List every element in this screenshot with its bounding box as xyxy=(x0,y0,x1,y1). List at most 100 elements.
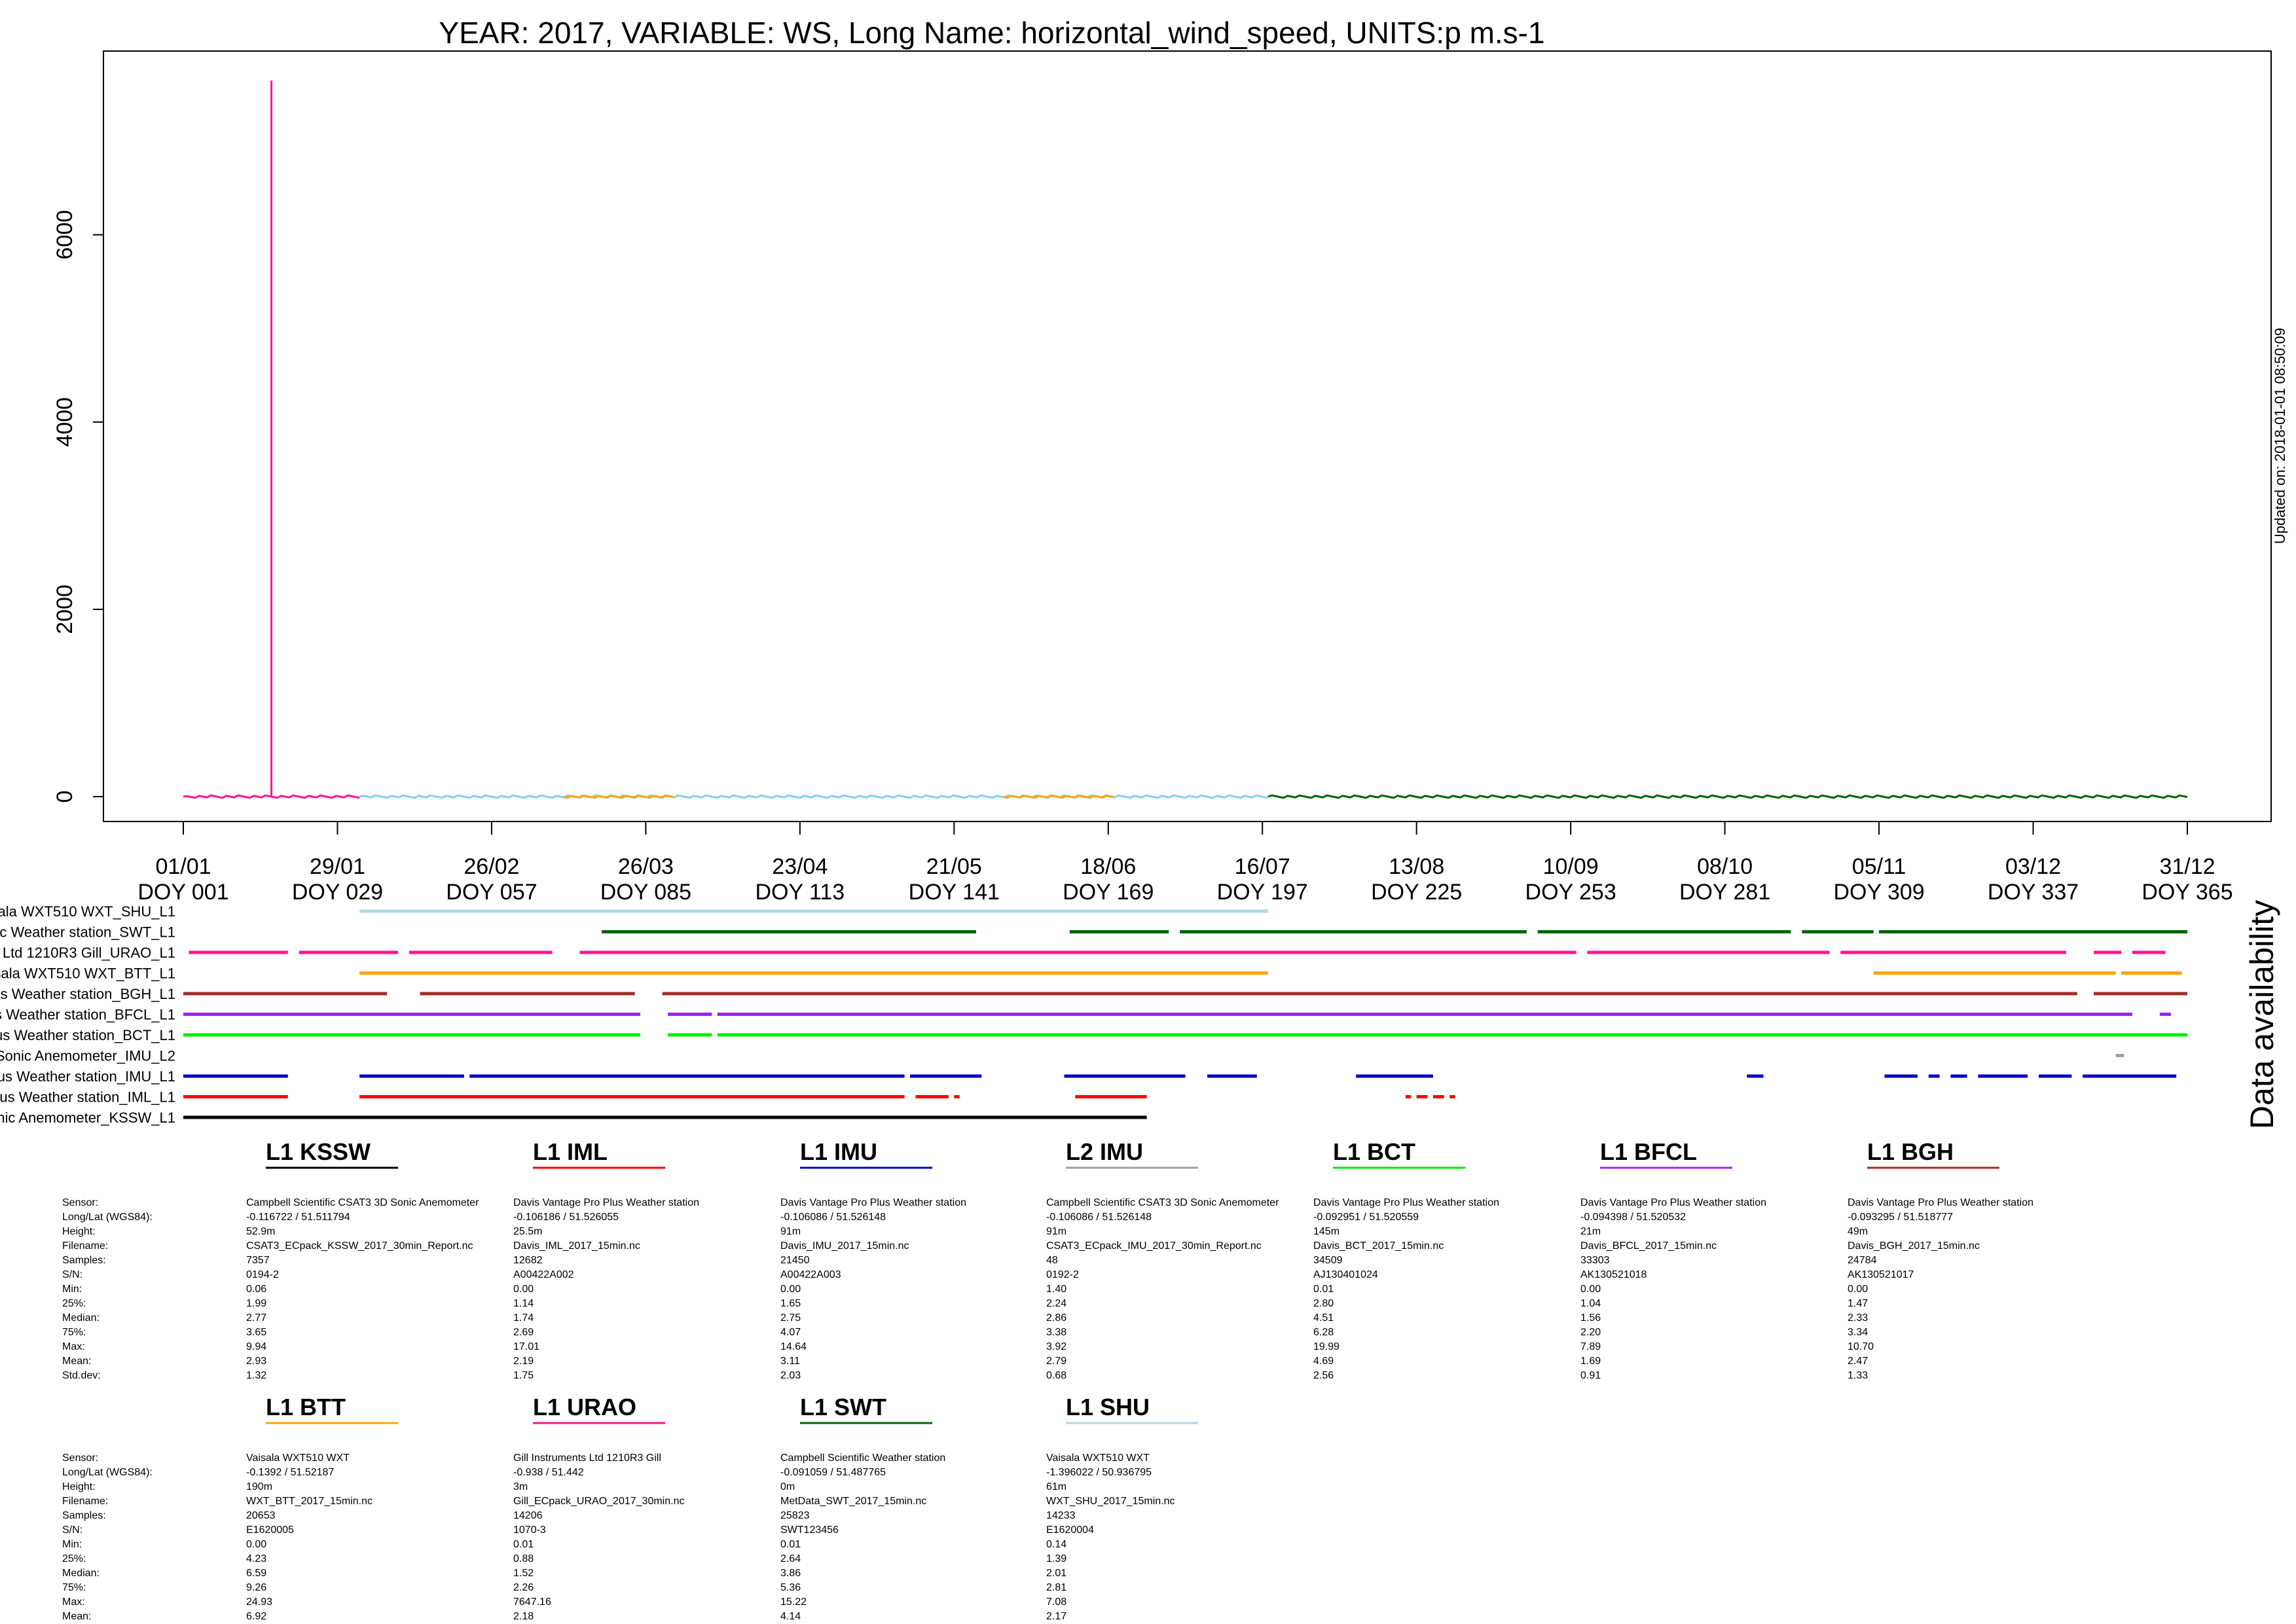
stats-row-label: 25%: xyxy=(62,1298,86,1309)
station-value: 1.69 xyxy=(1580,1356,1601,1367)
station-value: 2.79 xyxy=(1046,1356,1066,1367)
station-value: 1070-3 xyxy=(513,1525,546,1536)
station-value: A00422A002 xyxy=(513,1269,574,1280)
availability-panel: Vaisala WXT510 WXT_SHU_L1 Campbell Scient… xyxy=(0,903,2187,1126)
x-tick-date: 13/08 xyxy=(1389,854,1444,879)
station-stats: Sensor: Long/Lat (WGS84): Height: Filename:… xyxy=(62,1138,2033,1622)
station-value: 0.00 xyxy=(1580,1284,1601,1295)
stats-row-label: 25%: xyxy=(62,1553,86,1564)
x-tick-doy: DOY 253 xyxy=(1525,880,1616,905)
station-value: 2.69 xyxy=(513,1327,534,1338)
availability-row-label: Davis Vantage Pro Plus Weather station_B… xyxy=(0,1007,175,1023)
x-tick-date: 03/12 xyxy=(2005,854,2061,879)
station-value: E1620004 xyxy=(1046,1525,1094,1536)
availability-row-label: Campbell Scientific Weather station_SWT_… xyxy=(0,924,175,941)
availability-row-label: Campbell Scientific CSAT3 3D Sonic Anemo… xyxy=(0,1110,175,1126)
stats-row-label: Median: xyxy=(62,1568,100,1579)
station-value: 15.22 xyxy=(780,1597,807,1608)
station-value: 1.99 xyxy=(246,1298,266,1309)
station-value: 2.17 xyxy=(1046,1611,1066,1622)
x-tick-doy: DOY 141 xyxy=(909,880,1000,905)
station-value: -0.938 / 51.442 xyxy=(513,1467,584,1478)
availability-bar xyxy=(359,971,1268,975)
station-value: 17.01 xyxy=(513,1341,539,1352)
stats-row-label: S/N: xyxy=(62,1269,82,1280)
x-tick-doy: DOY 085 xyxy=(600,880,691,905)
station-value: 2.19 xyxy=(513,1356,534,1367)
station-value: -0.091059 / 51.487765 xyxy=(780,1467,886,1478)
station-value: WXT_SHU_2017_15min.nc xyxy=(1046,1496,1175,1507)
station-value: 0.01 xyxy=(780,1539,801,1550)
availability-bar xyxy=(409,950,553,954)
availability-bar xyxy=(1064,1074,1186,1078)
station-value: Davis Vantage Pro Plus Weather station xyxy=(780,1197,966,1208)
availability-bar xyxy=(733,930,976,933)
availability-row-label: Davis Vantage Pro Plus Weather station_B… xyxy=(0,986,175,1002)
station-value: 9.94 xyxy=(246,1341,266,1352)
station-value: Campbell Scientific CSAT3 3D Sonic Anemo… xyxy=(1046,1197,1279,1208)
availability-bar xyxy=(2038,1074,2072,1078)
station-value: Gill_ECpack_URAO_2017_30min.nc xyxy=(513,1496,684,1507)
station-value: 3m xyxy=(513,1481,528,1492)
station-value: 2.01 xyxy=(1046,1568,1066,1579)
station-title: L1 BCT xyxy=(1333,1138,1415,1165)
availability-bar xyxy=(420,992,635,996)
x-tick-date: 18/06 xyxy=(1080,854,1136,879)
station-value: 145m xyxy=(1313,1226,1339,1237)
station-value: 2.75 xyxy=(780,1312,801,1324)
x-tick-date: 26/02 xyxy=(464,854,519,879)
station-value: 0.88 xyxy=(513,1553,534,1564)
stats-row-label: Sensor: xyxy=(62,1197,98,1208)
station-value: AK130521017 xyxy=(1848,1269,1914,1280)
station-value: 2.18 xyxy=(513,1611,534,1622)
availability-bar xyxy=(183,1074,288,1078)
station-value: 33303 xyxy=(1580,1255,1610,1266)
availability-bar xyxy=(2115,1054,2124,1057)
station-value: Vaisala WXT510 WXT xyxy=(246,1453,350,1464)
availability-bar xyxy=(359,909,1268,913)
station-title: L1 SHU xyxy=(1066,1394,1150,1420)
stats-row-label: Filename: xyxy=(62,1496,108,1507)
station-value: Campbell Scientific CSAT3 3D Sonic Anemo… xyxy=(246,1197,479,1208)
station-title: L1 IML xyxy=(533,1138,608,1165)
x-tick-doy: DOY 365 xyxy=(2141,880,2232,905)
station-value: AJ130401024 xyxy=(1313,1269,1378,1280)
station-value: 4.14 xyxy=(780,1611,801,1622)
stats-row-label: S/N: xyxy=(62,1525,82,1536)
station-value: -0.106186 / 51.526055 xyxy=(513,1212,619,1223)
stats-row-label: Long/Lat (WGS84): xyxy=(62,1212,153,1223)
station-value: 7.89 xyxy=(1580,1341,1601,1352)
station-value: 1.04 xyxy=(1580,1298,1601,1309)
station-value: E1620005 xyxy=(246,1525,294,1536)
station-title: L1 SWT xyxy=(800,1394,886,1420)
chart-title: YEAR: 2017, VARIABLE: WS, Long Name: hor… xyxy=(439,16,1544,50)
station-value: 91m xyxy=(1046,1226,1066,1237)
station-value: 49m xyxy=(1848,1226,1868,1237)
station-value: 91m xyxy=(780,1226,801,1237)
station-value: A00422A003 xyxy=(780,1269,841,1280)
station-value: 21450 xyxy=(780,1255,810,1266)
station-title: L1 KSSW xyxy=(266,1138,371,1165)
station-value: 5.36 xyxy=(780,1582,801,1593)
stats-row-label: 75%: xyxy=(62,1582,86,1593)
station-value: -0.094398 / 51.520532 xyxy=(1580,1212,1686,1223)
station-value: 2.26 xyxy=(513,1582,534,1593)
stats-row-label: Std.dev: xyxy=(62,1370,101,1381)
station-value: 10.70 xyxy=(1848,1341,1874,1352)
station-value: 1.39 xyxy=(1046,1553,1066,1564)
station-value: 2.80 xyxy=(1313,1298,1334,1309)
station-value: 14206 xyxy=(513,1510,543,1521)
x-tick-date: 01/01 xyxy=(155,854,211,879)
station-value: -0.093295 / 51.518777 xyxy=(1848,1212,1953,1223)
station-value: 0.01 xyxy=(513,1539,534,1550)
availability-bar xyxy=(1884,1074,1918,1078)
availability-bar xyxy=(1950,1074,1967,1078)
availability-bar xyxy=(1879,930,2187,933)
x-tick-doy: DOY 113 xyxy=(755,880,845,905)
x-tick-doy: DOY 057 xyxy=(446,880,537,905)
availability-bar xyxy=(299,950,398,954)
station-value: 6.28 xyxy=(1313,1327,1334,1338)
station-value: 52.9m xyxy=(246,1226,275,1237)
series-line xyxy=(1267,794,2188,799)
